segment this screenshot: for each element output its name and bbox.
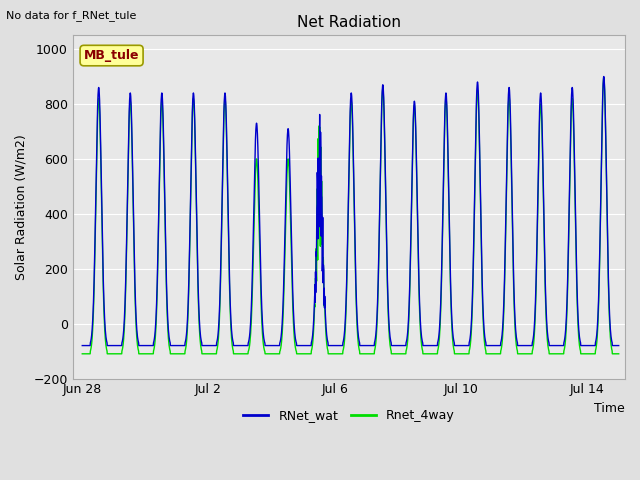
Title: Net Radiation: Net Radiation	[297, 15, 401, 30]
Legend: RNet_wat, Rnet_4way: RNet_wat, Rnet_4way	[238, 404, 460, 427]
Text: No data for f_RNet_tule: No data for f_RNet_tule	[6, 10, 137, 21]
Y-axis label: Solar Radiation (W/m2): Solar Radiation (W/m2)	[15, 134, 28, 280]
X-axis label: Time: Time	[595, 402, 625, 415]
Text: MB_tule: MB_tule	[84, 49, 140, 62]
